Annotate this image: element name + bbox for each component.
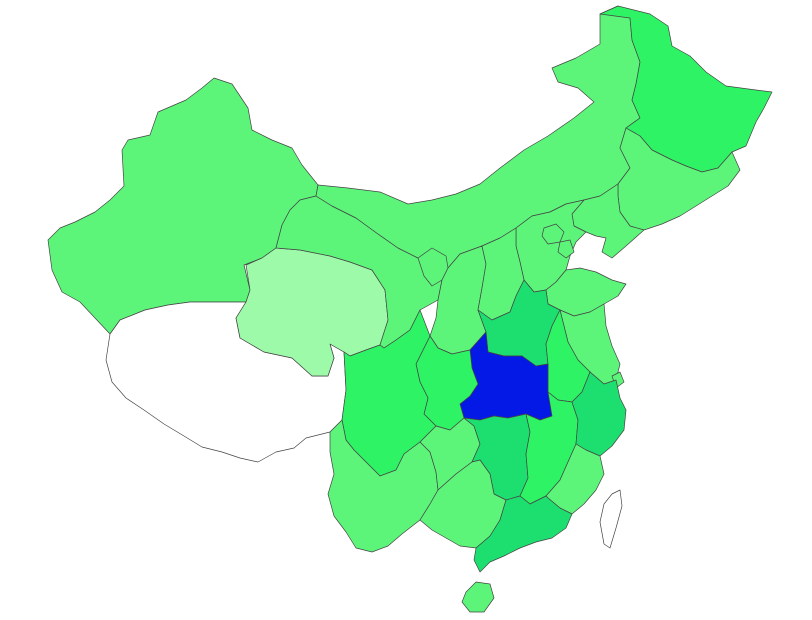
region-zhejiang[interactable] bbox=[571, 371, 627, 457]
region-guangdong[interactable] bbox=[473, 495, 573, 573]
region-tianjin[interactable] bbox=[557, 239, 575, 259]
region-taiwan[interactable] bbox=[599, 489, 623, 549]
region-hainan[interactable] bbox=[461, 581, 495, 613]
